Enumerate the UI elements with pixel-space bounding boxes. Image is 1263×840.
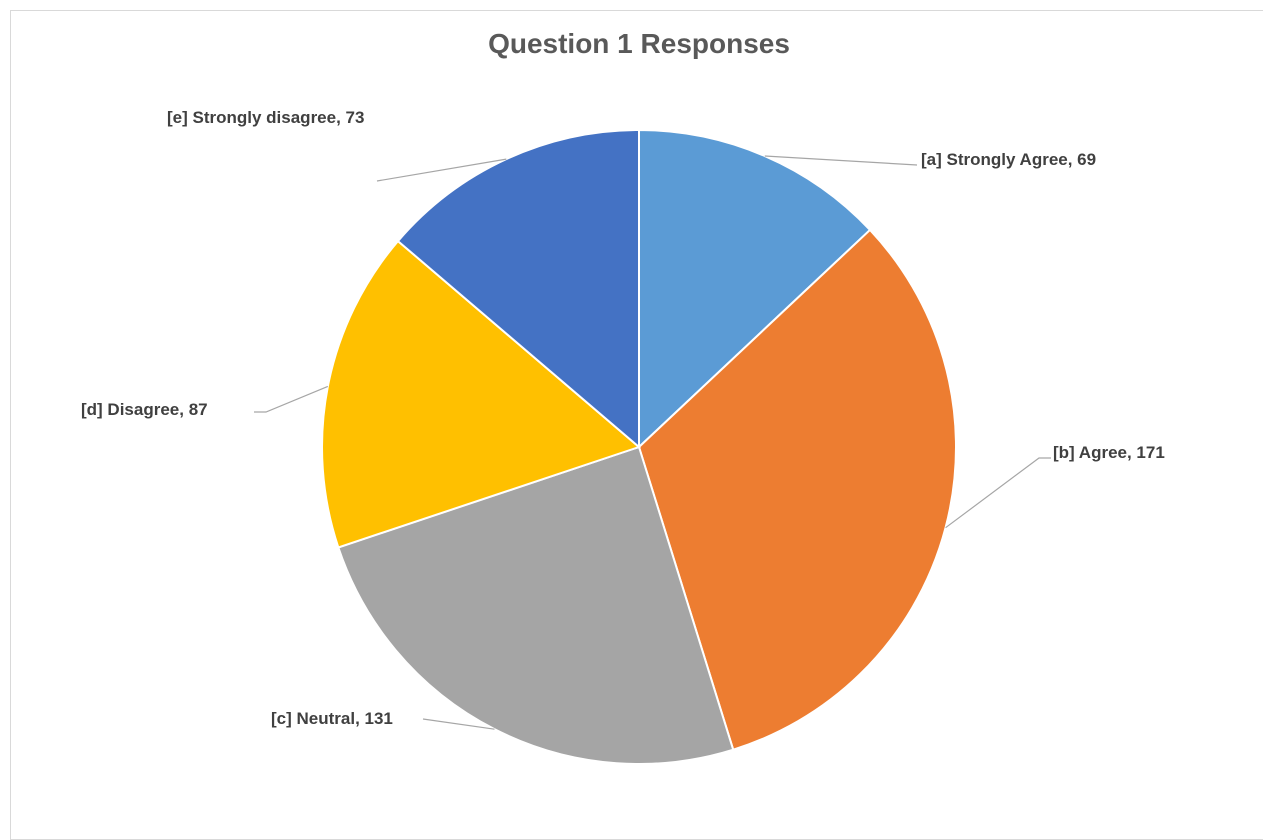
leader-line-d — [254, 385, 329, 413]
chart-area: Question 1 Responses [a] Strongly Agree,… — [10, 10, 1263, 840]
pie-slice-e — [396, 128, 640, 450]
slice-label-d: [d] Disagree, 87 — [81, 400, 208, 419]
pie-slice-d — [321, 239, 641, 549]
slice-labels: [a] Strongly Agree, 69 [b] Agree, 171 [c] … — [81, 108, 1165, 728]
leader-line-c — [422, 718, 495, 730]
slice-label-e: [e] Strongly disagree, 73 — [167, 108, 364, 127]
slice-label-a: [a] Strongly Agree, 69 — [921, 150, 1096, 169]
chart-title: Question 1 Responses — [488, 28, 790, 59]
leader-lines — [254, 155, 1051, 730]
slice-label-b: [b] Agree, 171 — [1053, 443, 1165, 462]
pie-chart: Question 1 Responses [a] Strongly Agree,… — [81, 28, 1165, 765]
pie-slice-b — [637, 228, 957, 751]
pie-slices — [321, 128, 957, 765]
leader-line-b — [945, 457, 1051, 529]
leader-line-e — [376, 158, 507, 182]
leader-line-a — [764, 155, 918, 166]
slice-label-c: [c] Neutral, 131 — [271, 709, 393, 728]
